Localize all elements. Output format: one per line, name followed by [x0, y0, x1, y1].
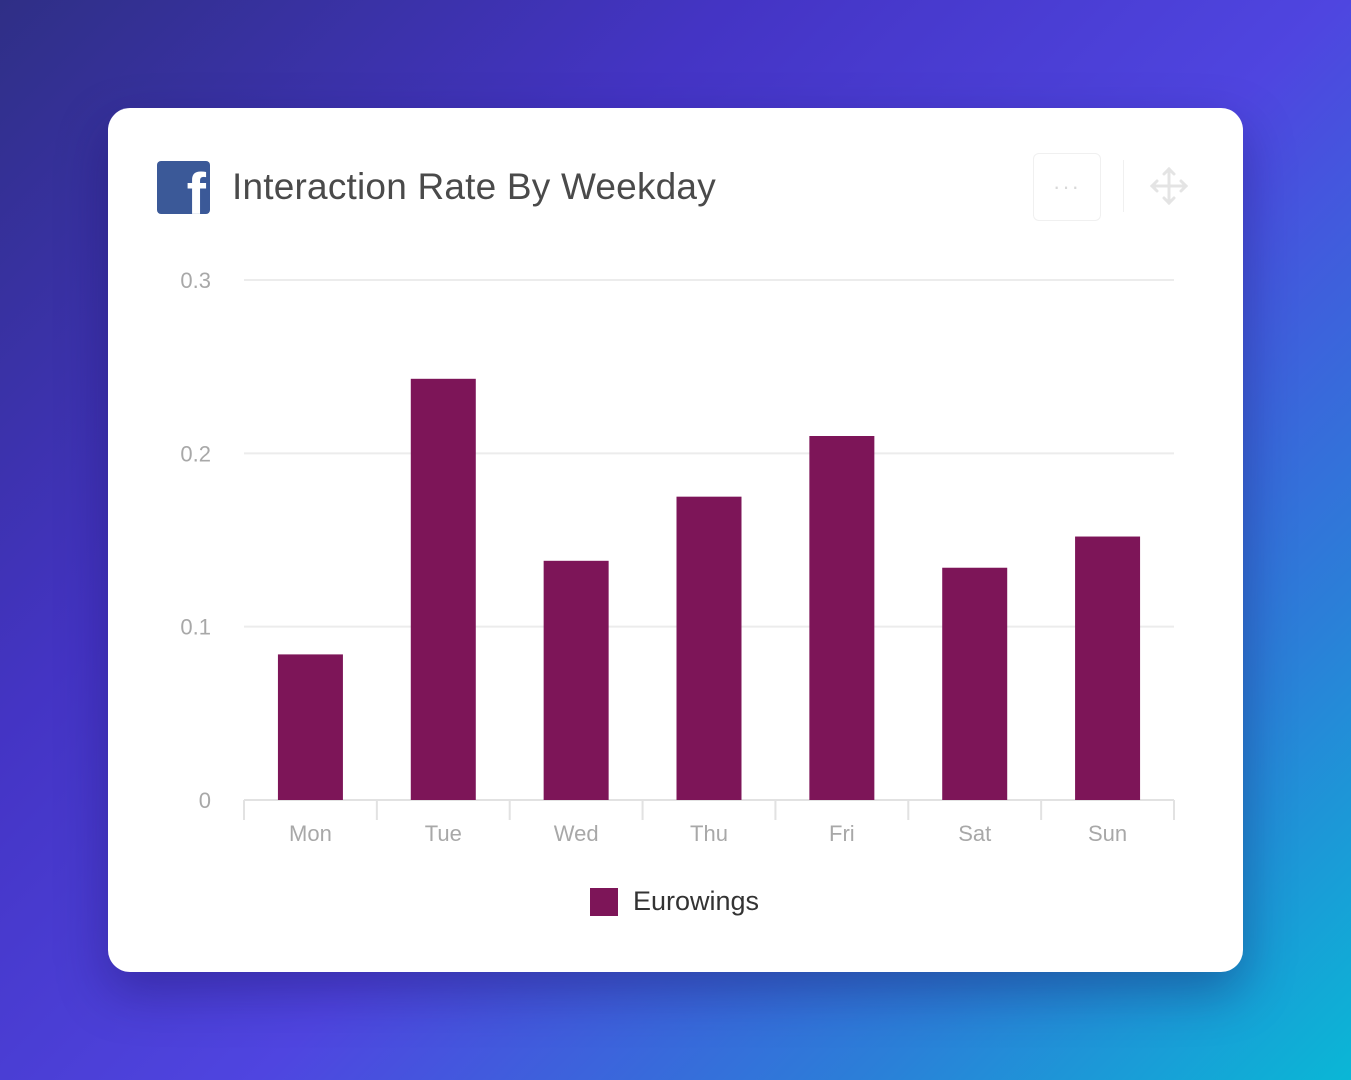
y-tick-label: 0.2	[180, 441, 211, 466]
bar-tue[interactable]	[410, 378, 476, 800]
x-tick-label: Mon	[289, 821, 332, 846]
x-tick-label: Sun	[1088, 821, 1127, 846]
x-tick-label: Thu	[690, 821, 728, 846]
y-tick-label: 0.3	[180, 268, 211, 293]
x-tick-label: Wed	[554, 821, 599, 846]
x-tick-label: Tue	[425, 821, 462, 846]
x-tick-label: Fri	[829, 821, 855, 846]
chart-widget-card: f Interaction Rate By Weekday ··· 0 0.1 0.…	[108, 108, 1243, 972]
y-tick-label: 0.1	[180, 615, 211, 640]
bar-thu[interactable]	[676, 496, 742, 800]
chart-legend[interactable]: Eurowings	[590, 886, 759, 917]
bar-sat[interactable]	[942, 567, 1008, 800]
legend-label: Eurowings	[633, 886, 760, 916]
bar-wed[interactable]	[543, 560, 609, 800]
toolbar-divider	[1123, 160, 1124, 212]
more-options-button[interactable]: ···	[1033, 153, 1101, 221]
y-tick-label: 0	[199, 788, 211, 813]
bar-fri[interactable]	[809, 436, 875, 800]
widget-title: Interaction Rate By Weekday	[232, 166, 716, 207]
bar-sun[interactable]	[1075, 536, 1141, 800]
bar-chart: 0 0.1 0.2 0.3 Mon Tue Wed Thu Fri Sat Sun	[180, 268, 1175, 846]
legend-swatch	[590, 887, 618, 916]
facebook-logo-icon: f	[157, 161, 210, 214]
move-arrows-icon[interactable]	[1148, 165, 1190, 207]
x-tick-label: Sat	[958, 821, 991, 846]
bar-mon[interactable]	[277, 654, 343, 800]
